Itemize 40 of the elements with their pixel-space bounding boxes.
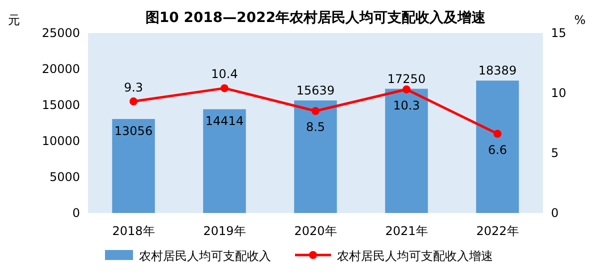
x-tick-label: 2021年 xyxy=(385,224,428,238)
data-label: 13056 xyxy=(114,124,153,138)
y2-tick-label: 5 xyxy=(551,146,559,160)
legend-label: 农村居民人均可支配收入增速 xyxy=(337,249,493,263)
bar xyxy=(385,88,428,213)
y-tick-label: 0 xyxy=(72,206,80,220)
data-label: 17250 xyxy=(387,72,426,86)
y2-tick-label: 10 xyxy=(551,86,566,100)
bar xyxy=(294,100,337,213)
point xyxy=(312,107,320,115)
data-label: 15639 xyxy=(296,83,335,98)
point xyxy=(220,84,228,92)
data-label: 18389 xyxy=(478,64,517,78)
point xyxy=(494,130,502,138)
point xyxy=(130,97,138,106)
y-axis-title: 元 xyxy=(8,13,20,27)
y-tick-label: 25000 xyxy=(42,26,80,40)
point xyxy=(402,85,410,94)
bar xyxy=(112,118,155,213)
data-label: 8.5 xyxy=(306,120,326,134)
x-tick-label: 2018年 xyxy=(112,224,155,238)
x-tick-label: 2022年 xyxy=(476,224,519,238)
bar xyxy=(476,80,519,213)
data-label: 14414 xyxy=(205,114,244,128)
x-tick-label: 2020年 xyxy=(294,224,337,238)
y2-tick-label: 0 xyxy=(551,206,559,220)
chart-title: 图10 2018—2022年农村居民人均可支配收入及增速 xyxy=(145,10,487,26)
data-label: 6.6 xyxy=(488,142,508,157)
data-label: 10.4 xyxy=(211,67,238,82)
y-tick-label: 10000 xyxy=(42,134,80,148)
x-tick-label: 2019年 xyxy=(203,224,246,238)
y2-axis-title: % xyxy=(574,13,586,27)
y2-tick-label: 15 xyxy=(551,26,566,40)
data-label: 9.3 xyxy=(124,80,144,94)
legend-label: 农村居民人均可支配收入 xyxy=(139,249,271,263)
bar xyxy=(203,109,246,213)
y-tick-label: 15000 xyxy=(42,98,80,112)
y-tick-label: 5000 xyxy=(49,170,80,184)
data-label: 10.3 xyxy=(393,98,420,112)
y-tick-label: 20000 xyxy=(42,62,80,76)
